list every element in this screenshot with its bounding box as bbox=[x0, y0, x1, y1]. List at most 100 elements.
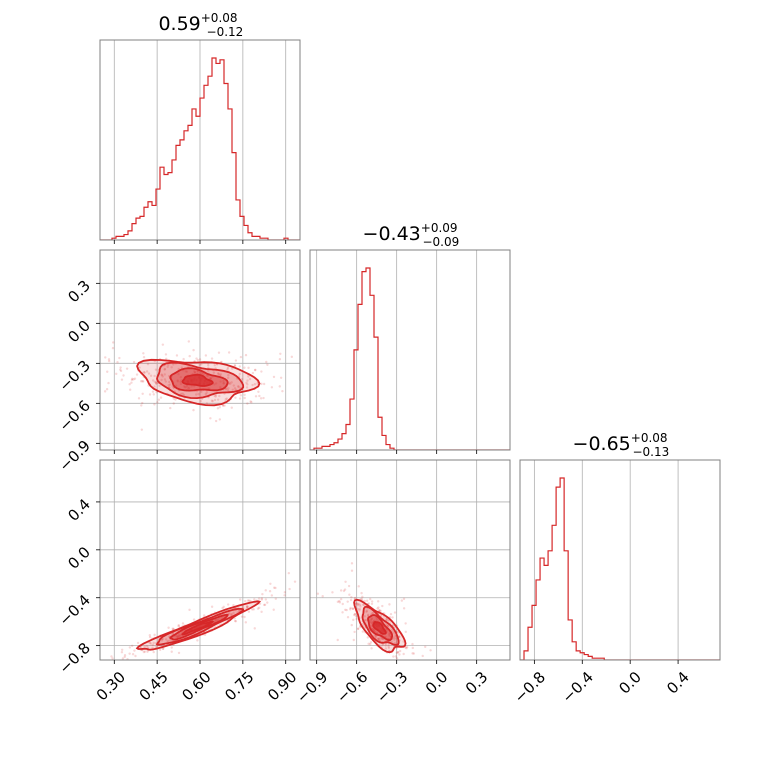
sample-point bbox=[174, 634, 177, 638]
sample-point bbox=[204, 392, 207, 396]
sample-point bbox=[115, 372, 118, 376]
sample-point bbox=[215, 618, 218, 622]
sample-point bbox=[254, 368, 257, 371]
sample-point bbox=[176, 380, 180, 383]
sample-point bbox=[105, 388, 109, 391]
sample-point bbox=[393, 611, 397, 614]
sample-point bbox=[142, 650, 146, 654]
sample-point bbox=[202, 372, 205, 376]
sample-point bbox=[227, 387, 230, 390]
sample-point bbox=[148, 641, 152, 645]
sample-point bbox=[210, 399, 214, 402]
sample-point bbox=[182, 393, 186, 397]
sample-point bbox=[230, 612, 234, 616]
sample-point bbox=[257, 390, 260, 393]
sample-point bbox=[369, 641, 373, 644]
sample-point bbox=[193, 370, 196, 373]
sample-point bbox=[185, 384, 189, 388]
sample-point bbox=[278, 358, 282, 361]
sample-point bbox=[153, 385, 156, 388]
sample-point bbox=[369, 619, 373, 622]
sample-point bbox=[365, 599, 369, 602]
sample-point bbox=[246, 605, 249, 608]
sample-point bbox=[196, 639, 199, 642]
sample-point bbox=[185, 370, 189, 373]
sample-point bbox=[362, 624, 365, 627]
sample-point bbox=[233, 619, 237, 623]
density-contours bbox=[136, 358, 261, 407]
title-minus: −0.12 bbox=[207, 25, 244, 39]
sample-point bbox=[120, 378, 124, 381]
sample-point bbox=[274, 597, 278, 600]
histogram-2 bbox=[520, 477, 720, 660]
sample-point bbox=[209, 417, 212, 420]
sample-point bbox=[392, 664, 394, 666]
sample-point bbox=[380, 637, 383, 641]
contour-level-3 bbox=[181, 620, 215, 636]
sample-point bbox=[389, 612, 393, 616]
sample-point bbox=[303, 577, 305, 579]
sample-point bbox=[229, 613, 233, 616]
sample-point bbox=[214, 382, 218, 385]
x-tick-label: −0.6 bbox=[333, 668, 371, 706]
sample-point bbox=[341, 602, 344, 606]
sample-point bbox=[358, 609, 361, 612]
sample-point bbox=[251, 608, 254, 611]
sample-point bbox=[247, 599, 251, 602]
sample-point bbox=[128, 652, 131, 655]
sample-point bbox=[107, 359, 111, 363]
y-tick-label: −0.3 bbox=[56, 357, 94, 395]
sample-point bbox=[187, 387, 190, 390]
sample-point bbox=[148, 393, 152, 396]
sample-point bbox=[354, 612, 357, 615]
sample-point bbox=[131, 377, 134, 381]
sample-point bbox=[197, 392, 200, 396]
sample-point bbox=[336, 600, 340, 604]
sample-point bbox=[356, 607, 359, 611]
sample-point bbox=[153, 380, 157, 384]
sample-point bbox=[279, 376, 283, 380]
sample-point bbox=[360, 597, 364, 601]
x-tick-label: 0.4 bbox=[663, 668, 693, 698]
sample-point bbox=[372, 628, 375, 632]
sample-point bbox=[336, 638, 339, 642]
sample-point bbox=[274, 586, 277, 590]
sample-point bbox=[157, 398, 161, 401]
sample-point bbox=[227, 351, 231, 354]
sample-point bbox=[222, 382, 225, 385]
sample-point bbox=[270, 386, 274, 389]
sample-point bbox=[155, 382, 158, 385]
sample-point bbox=[362, 603, 365, 606]
sample-point bbox=[64, 682, 66, 684]
sample-point bbox=[119, 368, 122, 371]
sample-point bbox=[378, 609, 381, 612]
sample-point bbox=[210, 605, 214, 608]
sample-point bbox=[263, 603, 266, 607]
sample-point bbox=[254, 395, 258, 398]
sample-point bbox=[376, 600, 380, 603]
sample-point bbox=[392, 655, 395, 658]
title-minus: −0.13 bbox=[632, 445, 669, 459]
sample-point bbox=[354, 615, 358, 618]
sample-point bbox=[145, 370, 149, 373]
sample-point bbox=[396, 651, 400, 654]
sample-point bbox=[141, 380, 144, 383]
sample-point bbox=[253, 598, 256, 601]
sample-point bbox=[293, 580, 297, 583]
sample-point bbox=[152, 641, 155, 644]
sample-point bbox=[339, 589, 343, 592]
sample-point bbox=[159, 396, 163, 399]
sample-point bbox=[224, 388, 228, 391]
x-tick-label: −0.4 bbox=[559, 668, 597, 706]
y-tick-label: 0.0 bbox=[64, 543, 94, 573]
sample-point bbox=[120, 648, 124, 651]
sample-point bbox=[268, 590, 272, 593]
sample-point bbox=[177, 633, 181, 636]
sample-point bbox=[176, 635, 179, 638]
sample-point bbox=[384, 644, 387, 647]
density-contours bbox=[135, 600, 262, 651]
sample-point bbox=[370, 412, 372, 414]
sample-point bbox=[343, 588, 347, 591]
sample-point bbox=[393, 634, 397, 638]
sample-point bbox=[216, 372, 220, 375]
